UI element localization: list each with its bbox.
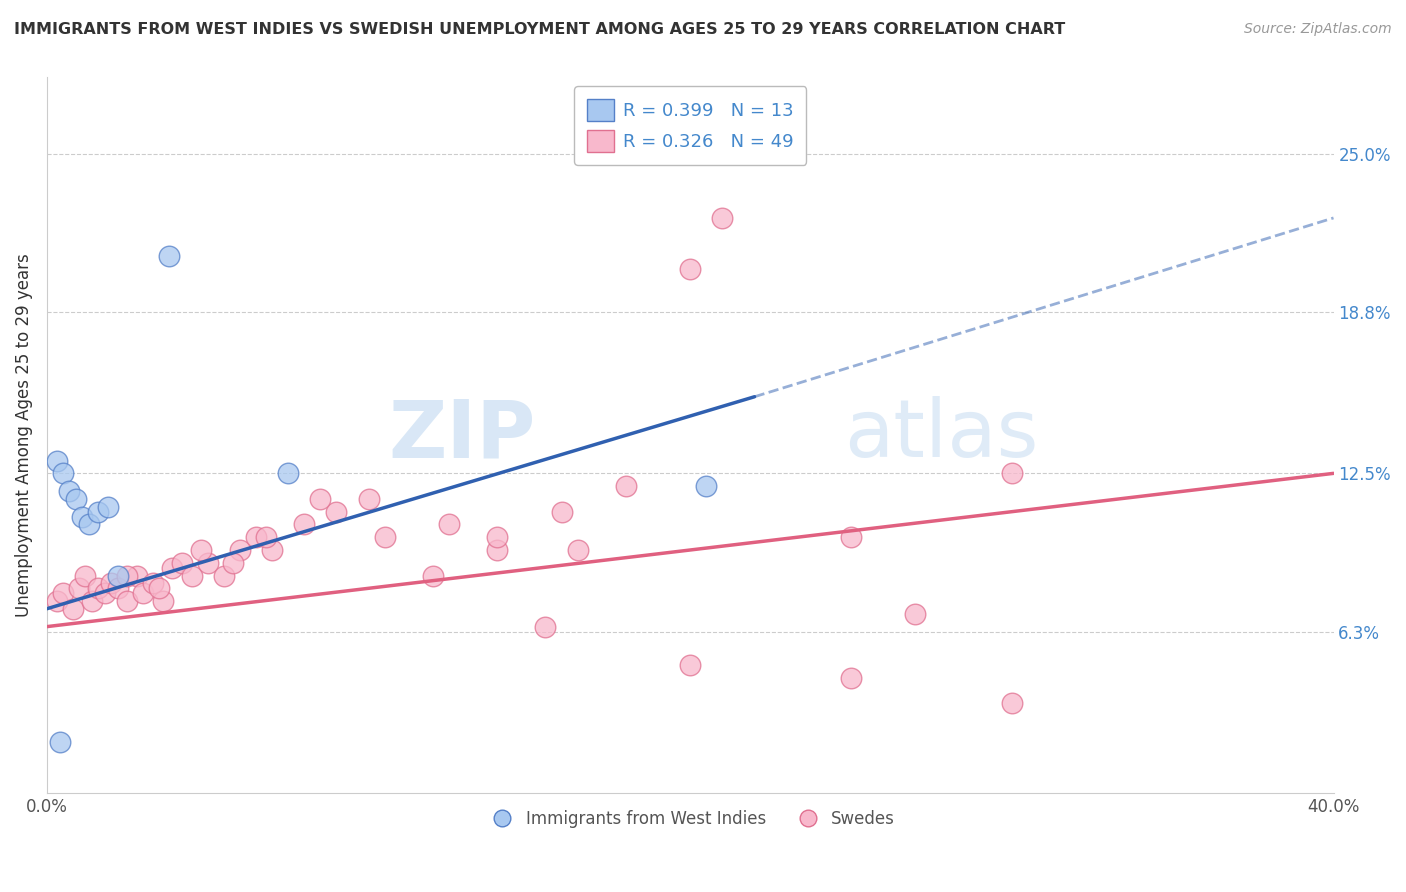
Point — [117, 594, 139, 608]
Point — [65, 491, 87, 506]
Point — [62, 601, 84, 615]
Point — [180, 568, 202, 582]
Point — [325, 505, 347, 519]
Point — [107, 568, 129, 582]
Point — [125, 568, 148, 582]
Point — [52, 467, 75, 481]
Point — [49, 734, 72, 748]
Point — [534, 619, 557, 633]
Point — [567, 543, 589, 558]
Y-axis label: Unemployment Among Ages 25 to 29 years: Unemployment Among Ages 25 to 29 years — [15, 253, 32, 617]
Point — [904, 607, 927, 621]
Point — [614, 479, 637, 493]
Point — [170, 556, 193, 570]
Point — [254, 530, 277, 544]
Point — [1001, 467, 1024, 481]
Point — [45, 453, 67, 467]
Point — [679, 262, 702, 277]
Point — [229, 543, 252, 558]
Point — [260, 543, 283, 558]
Point — [52, 586, 75, 600]
Text: atlas: atlas — [845, 396, 1039, 474]
Point — [437, 517, 460, 532]
Point — [75, 568, 97, 582]
Point — [839, 530, 862, 544]
Text: ZIP: ZIP — [388, 396, 536, 474]
Point — [839, 671, 862, 685]
Text: IMMIGRANTS FROM WEST INDIES VS SWEDISH UNEMPLOYMENT AMONG AGES 25 TO 29 YEARS CO: IMMIGRANTS FROM WEST INDIES VS SWEDISH U… — [14, 22, 1066, 37]
Point — [292, 517, 315, 532]
Point — [157, 249, 180, 263]
Point — [87, 505, 110, 519]
Point — [197, 556, 219, 570]
Point — [222, 556, 245, 570]
Point — [45, 594, 67, 608]
Point — [77, 517, 100, 532]
Point — [58, 484, 80, 499]
Point — [80, 594, 103, 608]
Point — [550, 505, 572, 519]
Point — [107, 582, 129, 596]
Point — [374, 530, 396, 544]
Point — [679, 657, 702, 672]
Point — [357, 491, 380, 506]
Legend: Immigrants from West Indies, Swedes: Immigrants from West Indies, Swedes — [479, 803, 901, 834]
Point — [72, 509, 94, 524]
Point — [162, 561, 184, 575]
Point — [486, 543, 509, 558]
Point — [245, 530, 267, 544]
Point — [1001, 696, 1024, 710]
Text: Source: ZipAtlas.com: Source: ZipAtlas.com — [1244, 22, 1392, 37]
Point — [67, 582, 90, 596]
Point — [695, 479, 717, 493]
Point — [148, 582, 170, 596]
Point — [97, 500, 120, 514]
Point — [190, 543, 212, 558]
Point — [87, 582, 110, 596]
Point — [212, 568, 235, 582]
Point — [117, 568, 139, 582]
Point — [100, 576, 122, 591]
Point — [277, 467, 299, 481]
Point — [309, 491, 332, 506]
Point — [422, 568, 444, 582]
Point — [94, 586, 117, 600]
Point — [142, 576, 165, 591]
Point — [132, 586, 155, 600]
Point — [711, 211, 734, 225]
Point — [486, 530, 509, 544]
Point — [152, 594, 174, 608]
